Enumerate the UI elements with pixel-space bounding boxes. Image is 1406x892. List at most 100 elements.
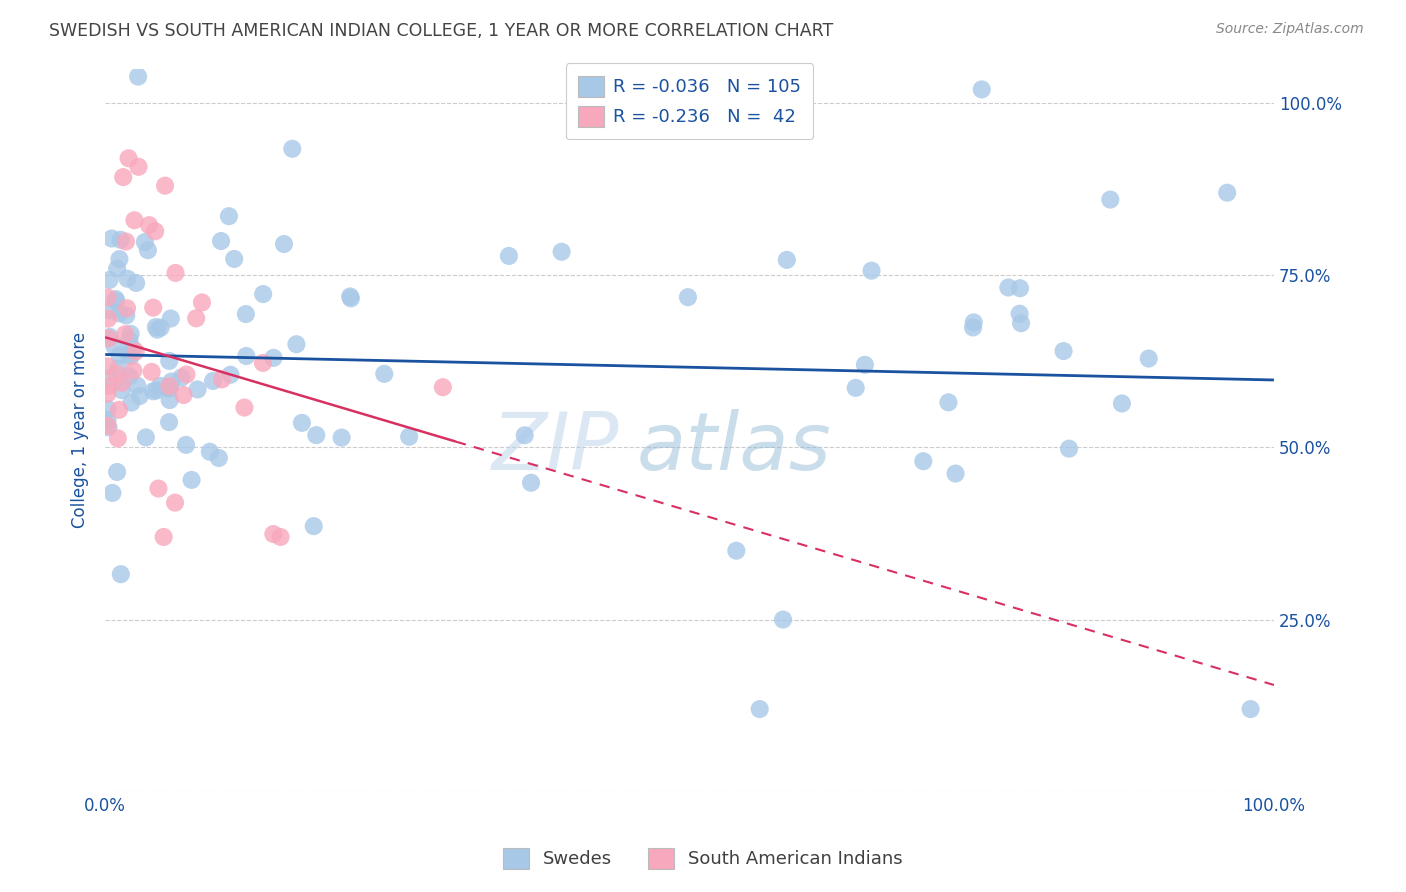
Point	[97, 402, 120, 417]
Point	[105, 261, 128, 276]
Point	[142, 384, 165, 399]
Point	[96, 290, 118, 304]
Point	[149, 320, 172, 334]
Point	[224, 252, 246, 266]
Point	[748, 702, 770, 716]
Point	[98, 273, 121, 287]
Point	[115, 235, 138, 249]
Point	[302, 519, 325, 533]
Point	[962, 320, 984, 334]
Point	[285, 337, 308, 351]
Point	[970, 82, 993, 96]
Point	[108, 306, 131, 320]
Point	[191, 295, 214, 310]
Point	[187, 383, 209, 397]
Point	[291, 416, 314, 430]
Point	[273, 237, 295, 252]
Point	[100, 231, 122, 245]
Legend: R = -0.036   N = 105, R = -0.236   N =  42: R = -0.036 N = 105, R = -0.236 N = 42	[565, 63, 813, 139]
Point	[127, 70, 149, 84]
Point	[202, 374, 225, 388]
Point	[330, 431, 353, 445]
Point	[160, 375, 183, 389]
Point	[153, 178, 176, 193]
Point	[174, 438, 197, 452]
Point	[159, 392, 181, 407]
Point	[105, 465, 128, 479]
Point	[1008, 307, 1031, 321]
Point	[398, 430, 420, 444]
Point	[97, 379, 120, 393]
Text: ZIP: ZIP	[492, 409, 620, 487]
Point	[110, 567, 132, 582]
Point	[145, 320, 167, 334]
Point	[145, 384, 167, 398]
Point	[173, 388, 195, 402]
Point	[114, 327, 136, 342]
Point	[772, 613, 794, 627]
Point	[128, 389, 150, 403]
Point	[118, 369, 141, 384]
Point	[122, 363, 145, 377]
Point	[1099, 193, 1122, 207]
Point	[96, 359, 118, 374]
Point	[997, 280, 1019, 294]
Point	[218, 209, 240, 223]
Text: SWEDISH VS SOUTH AMERICAN INDIAN COLLEGE, 1 YEAR OR MORE CORRELATION CHART: SWEDISH VS SOUTH AMERICAN INDIAN COLLEGE…	[49, 22, 834, 40]
Point	[110, 233, 132, 247]
Point	[96, 386, 118, 401]
Point	[125, 344, 148, 359]
Point	[252, 356, 274, 370]
Point	[235, 349, 257, 363]
Point	[101, 486, 124, 500]
Point	[219, 368, 242, 382]
Point	[432, 380, 454, 394]
Point	[198, 444, 221, 458]
Point	[108, 402, 131, 417]
Point	[97, 371, 120, 385]
Point	[281, 142, 304, 156]
Point	[135, 430, 157, 444]
Point	[108, 348, 131, 362]
Point	[104, 294, 127, 309]
Point	[108, 252, 131, 266]
Point	[180, 473, 202, 487]
Point	[146, 323, 169, 337]
Point	[963, 315, 986, 329]
Point	[211, 372, 233, 386]
Point	[96, 418, 118, 433]
Point	[157, 379, 180, 393]
Point	[98, 330, 121, 344]
Point	[107, 361, 129, 376]
Point	[127, 160, 149, 174]
Point	[176, 368, 198, 382]
Point	[1052, 344, 1074, 359]
Point	[550, 244, 572, 259]
Point	[165, 495, 187, 509]
Text: atlas: atlas	[637, 409, 832, 487]
Point	[498, 249, 520, 263]
Point	[170, 370, 193, 384]
Point	[134, 235, 156, 249]
Point	[157, 415, 180, 429]
Point	[676, 290, 699, 304]
Point	[107, 431, 129, 445]
Point	[845, 381, 868, 395]
Point	[165, 266, 187, 280]
Point	[263, 351, 285, 365]
Point	[111, 383, 134, 397]
Point	[97, 311, 120, 326]
Point	[148, 482, 170, 496]
Point	[152, 530, 174, 544]
Point	[853, 358, 876, 372]
Point	[340, 292, 363, 306]
Point	[97, 420, 120, 434]
Point	[120, 326, 142, 341]
Point	[100, 303, 122, 318]
Point	[186, 311, 208, 326]
Point	[339, 289, 361, 303]
Point	[105, 367, 128, 381]
Point	[1111, 396, 1133, 410]
Point	[103, 339, 125, 353]
Point	[1010, 316, 1032, 330]
